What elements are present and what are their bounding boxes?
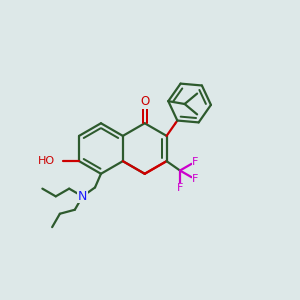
Text: O: O — [140, 95, 149, 108]
Text: N: N — [78, 190, 87, 203]
Text: F: F — [192, 174, 199, 184]
Text: F: F — [177, 183, 183, 194]
Text: HO: HO — [38, 156, 55, 166]
Text: F: F — [192, 157, 199, 166]
